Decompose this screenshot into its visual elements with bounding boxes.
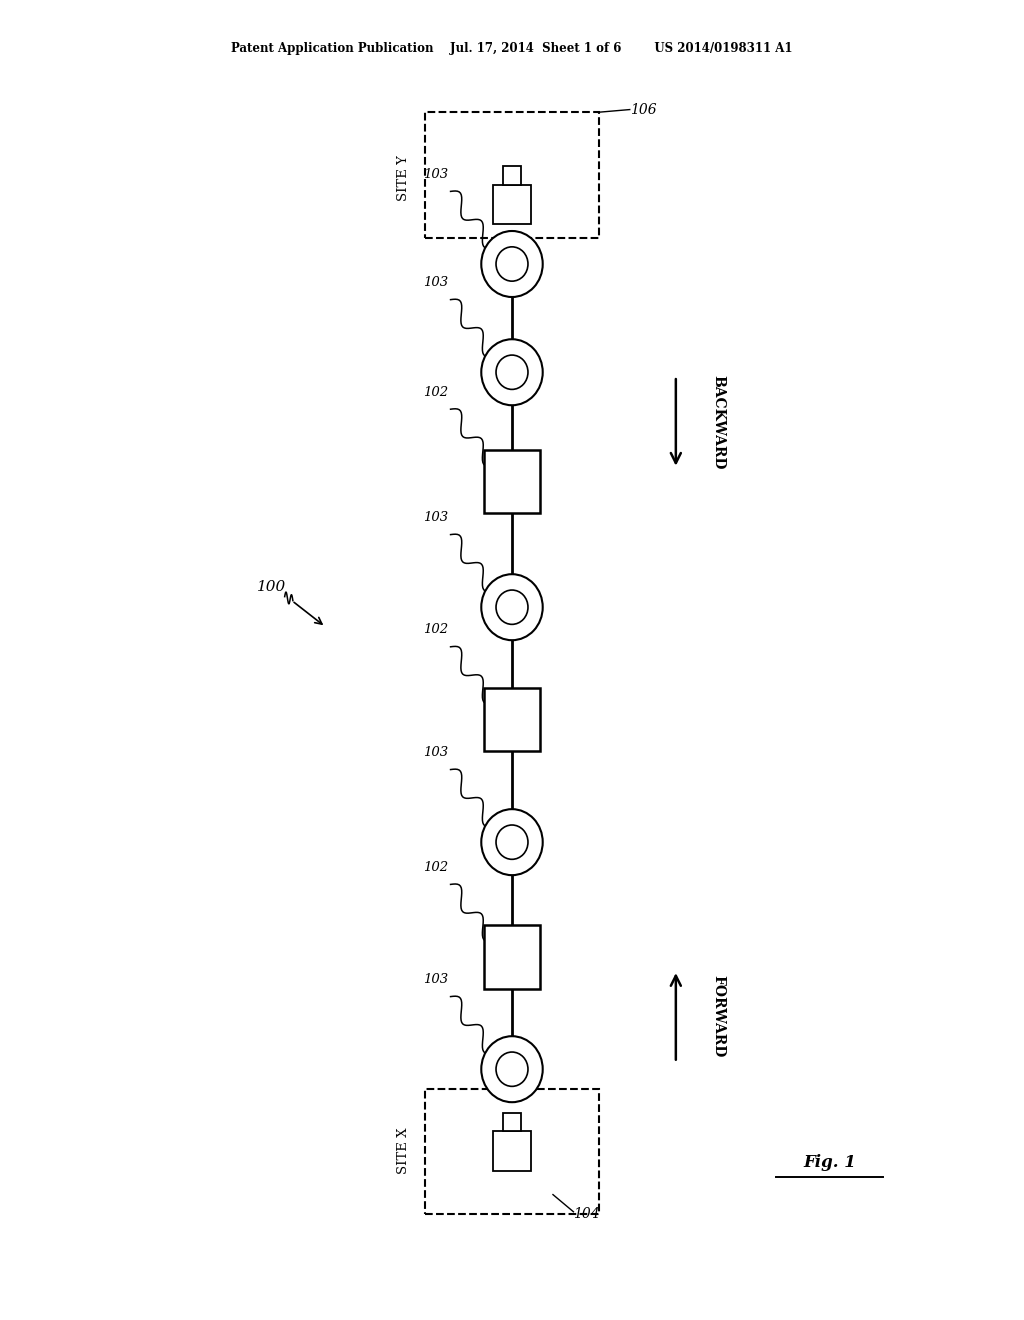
Text: 102: 102: [423, 623, 447, 636]
Ellipse shape: [496, 247, 528, 281]
Text: 103: 103: [423, 276, 447, 289]
Text: 103: 103: [423, 168, 447, 181]
Text: SITE Y: SITE Y: [396, 156, 410, 201]
Text: 103: 103: [423, 973, 447, 986]
Text: Patent Application Publication    Jul. 17, 2014  Sheet 1 of 6        US 2014/019: Patent Application Publication Jul. 17, …: [231, 42, 793, 55]
Ellipse shape: [496, 355, 528, 389]
Ellipse shape: [481, 1036, 543, 1102]
Ellipse shape: [481, 574, 543, 640]
Text: 103: 103: [423, 746, 447, 759]
Text: 103: 103: [423, 511, 447, 524]
Bar: [483, 688, 541, 751]
Bar: [425, 112, 599, 238]
Text: SITE X: SITE X: [396, 1127, 410, 1175]
Bar: [425, 1089, 599, 1214]
Bar: [503, 166, 521, 185]
Ellipse shape: [496, 1052, 528, 1086]
Bar: [493, 185, 531, 224]
Text: 102: 102: [423, 385, 447, 399]
Bar: [483, 450, 541, 513]
Text: 102: 102: [423, 861, 447, 874]
Text: Fig. 1: Fig. 1: [803, 1154, 856, 1171]
Text: BACKWARD: BACKWARD: [712, 375, 726, 470]
Text: 106: 106: [630, 103, 656, 116]
Ellipse shape: [496, 825, 528, 859]
Ellipse shape: [481, 809, 543, 875]
Text: FORWARD: FORWARD: [712, 975, 726, 1057]
Bar: [493, 1131, 531, 1171]
Text: 104: 104: [573, 1208, 600, 1221]
Text: 100: 100: [257, 581, 286, 594]
Ellipse shape: [481, 231, 543, 297]
Bar: [483, 925, 541, 989]
Bar: [503, 1113, 521, 1131]
Ellipse shape: [496, 590, 528, 624]
Ellipse shape: [481, 339, 543, 405]
